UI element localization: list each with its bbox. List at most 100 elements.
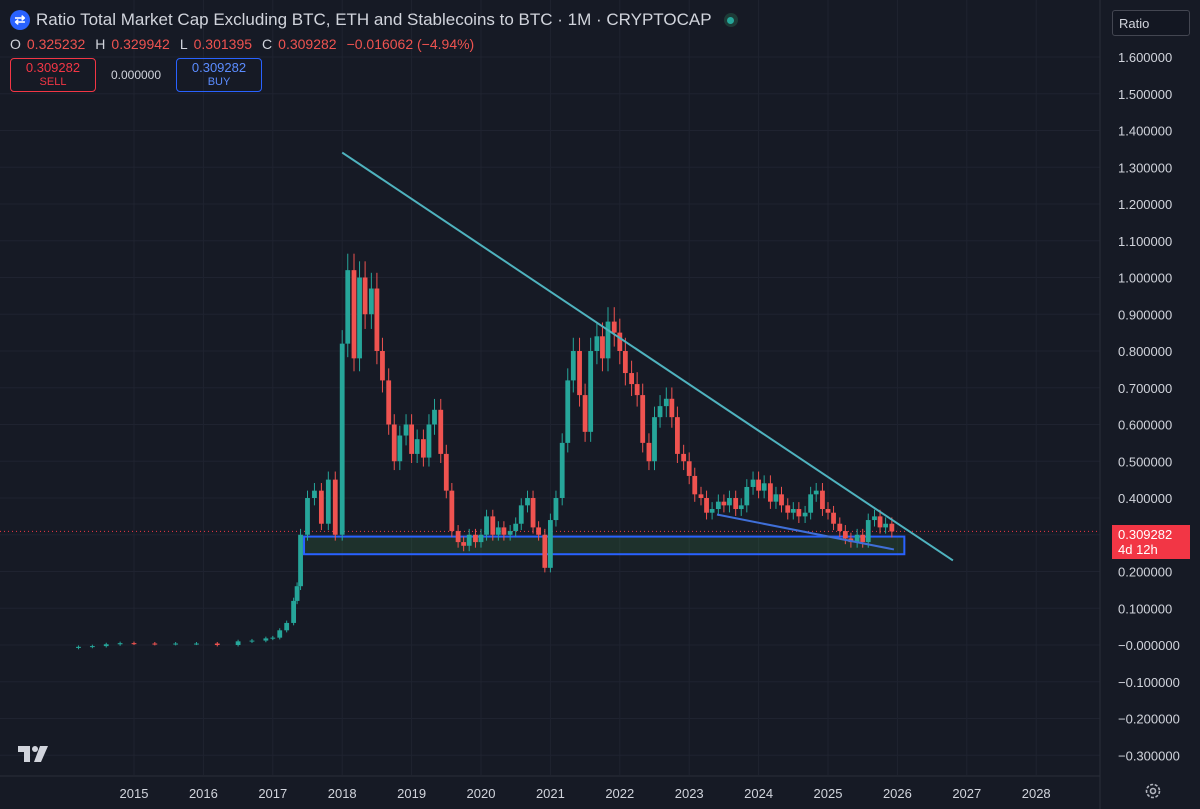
candle-body [495,527,501,535]
x-tick-label: 2023 [675,786,704,801]
candle-body [669,398,675,418]
candle-body [270,637,276,639]
candle-body [131,643,137,645]
candle-body [298,534,303,587]
sell-label: SELL [39,76,67,88]
candle-body [507,531,513,535]
candle-body [709,509,715,513]
candle-body [443,453,449,491]
candle-body [802,512,808,517]
candle-body [744,486,750,506]
x-tick-label: 2016 [189,786,218,801]
candle-body [357,277,362,359]
x-tick-label: 2027 [952,786,981,801]
candle-body [761,483,767,491]
gear-icon[interactable] [1144,782,1162,800]
open-value: 0.325232 [26,36,86,52]
candle-body [362,277,368,315]
candle-body [646,442,652,462]
x-tick-label: 2020 [467,786,496,801]
support-zone [303,535,906,556]
tradingview-logo-icon[interactable] [16,744,50,764]
candle-body [194,643,199,645]
y-tick-label: 0.900000 [1118,307,1172,322]
high-value: 0.329942 [111,36,170,52]
candle-body [397,435,403,462]
candle-body [490,516,496,535]
candle-body [559,442,565,498]
candle-body [808,494,814,513]
x-tick-label: 2021 [536,786,565,801]
candle-body [600,336,605,359]
symbol-title[interactable]: Ratio Total Market Cap Excluding BTC, ET… [36,10,712,29]
y-tick-label: 1.000000 [1118,271,1172,286]
candle-body [865,520,871,543]
candle-body [214,643,220,645]
candle-body [686,461,692,476]
scale-mode-select[interactable]: Ratio [1112,10,1190,36]
candle-body [263,638,269,641]
candle-body [235,641,241,645]
candle-body [530,498,536,528]
candle-body [738,505,744,510]
y-tick-label: 0.800000 [1118,344,1172,359]
candle-body [455,531,461,543]
candle-body [339,343,345,535]
candle-body [152,643,158,645]
candle-body [872,516,877,521]
x-tick-label: 2025 [814,786,843,801]
candle-body [796,509,802,517]
sell-button[interactable]: 0.309282 SELL [10,58,96,92]
symbol-title-row[interactable]: ⇄ Ratio Total Market Cap Excluding BTC, … [10,10,738,30]
candle-body [368,288,374,315]
candle-body [548,520,553,568]
low-label: L [179,36,188,52]
candle-body [588,351,594,432]
candle-body [842,531,848,539]
x-tick-label: 2015 [120,786,149,801]
x-tick-label: 2019 [397,786,426,801]
y-tick-label: 0.700000 [1118,381,1172,396]
candle-body [773,494,779,502]
candle-body [605,321,611,359]
y-tick-label: 0.400000 [1118,491,1172,506]
candle-body [640,395,646,443]
market-status-icon[interactable] [723,13,738,27]
y-tick-label: 0.500000 [1118,454,1172,469]
y-tick-label: 0.100000 [1118,601,1172,616]
candle-body [173,643,179,645]
candle-body [837,523,843,532]
bar-countdown: 4d 12h [1118,542,1158,557]
candle-body [414,439,420,454]
candle-body [785,505,791,513]
candle-body [594,336,600,351]
x-tick-label: 2028 [1022,786,1051,801]
candle-body [513,523,519,532]
buy-button[interactable]: 0.309282 BUY [176,58,262,92]
candle-body [386,380,392,425]
trade-panel: 0.309282 SELL 0.000000 0.309282 BUY [10,58,738,92]
candle-body [277,630,283,638]
close-value: 0.309282 [278,36,337,52]
y-tick-label: 1.400000 [1118,124,1172,139]
candle-body [473,534,478,543]
candle-body [652,417,657,462]
high-label: H [95,36,106,52]
candle-body [76,646,81,648]
y-tick-label: −0.300000 [1118,748,1180,763]
candle-body [756,479,761,491]
candle-body [577,351,582,396]
candle-body [332,479,338,535]
candle-body [542,534,548,568]
candle-body [525,498,530,506]
candle-body [831,512,836,524]
candle-body [351,270,357,359]
low-value: 0.301395 [193,36,253,52]
candle-body [291,600,297,623]
candle-body [704,498,709,513]
candle-body [403,424,409,436]
candle-body [374,288,380,351]
candle-body [312,490,317,498]
candle-body [877,516,883,528]
